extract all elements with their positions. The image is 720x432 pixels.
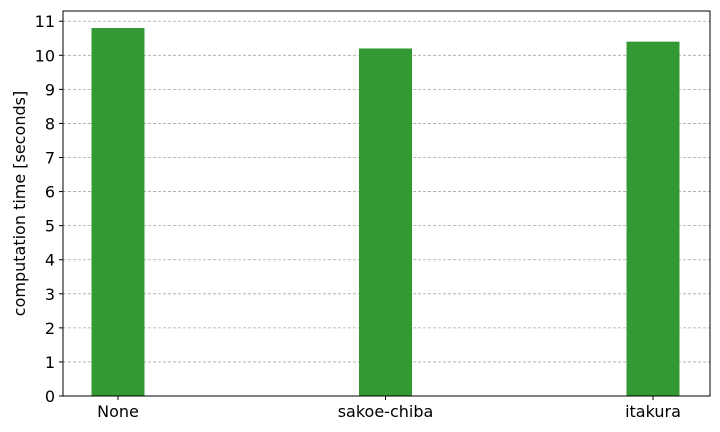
x-tick-label: None [97, 402, 139, 421]
y-tick-label: 11 [35, 12, 55, 31]
y-tick-label: 6 [45, 183, 55, 202]
y-tick-label: 9 [45, 80, 55, 99]
grid-lines [63, 20, 710, 363]
plot-frame [62, 10, 711, 397]
y-tick-label: 5 [45, 217, 55, 236]
y-tick-label: 7 [45, 149, 55, 168]
x-tick-label: sakoe-chiba [338, 402, 434, 421]
y-tick-label: 8 [45, 114, 55, 133]
y-tick-label: 3 [45, 285, 55, 304]
bar-itakura [626, 41, 680, 396]
y-tick-label: 4 [45, 251, 55, 270]
bar-None [91, 28, 145, 396]
bar-sakoe-chiba [359, 48, 412, 396]
x-tick-label: itakura [625, 402, 681, 421]
x-axis-ticks: None sakoe-chiba itakura [97, 396, 681, 421]
y-tick-label: 1 [45, 353, 55, 372]
y-axis-ticks: 0 1 2 3 4 5 6 7 8 9 10 11 [35, 12, 63, 406]
y-tick-label: 2 [45, 319, 55, 338]
y-tick-label: 10 [35, 46, 55, 65]
bars [91, 28, 680, 396]
y-tick-label: 0 [45, 387, 55, 406]
y-axis-label: computation time [seconds] [10, 91, 29, 316]
